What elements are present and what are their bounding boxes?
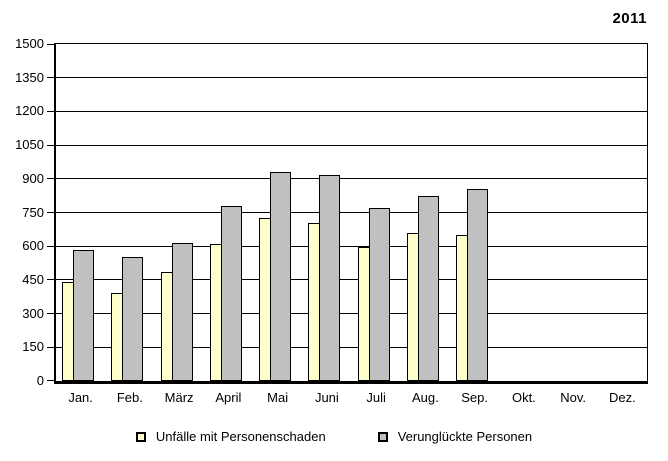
y-axis-label-750: 750 [22, 204, 44, 220]
x-axis-label-Nov: Nov. [560, 390, 586, 405]
gridline-150 [56, 346, 647, 348]
bar-April-verungglueckte [220, 206, 242, 381]
bar-Sep-verungglueckte [467, 189, 488, 381]
y-axis-label-1200: 1200 [15, 103, 44, 119]
y-axis-tick-1350 [47, 77, 55, 79]
chart-year-title: 2011 [612, 10, 647, 27]
y-axis-tick-900 [47, 178, 55, 180]
gridline-1350 [56, 77, 647, 79]
x-axis-label-Aug: Aug. [412, 390, 439, 405]
y-axis-label-1500: 1500 [15, 36, 44, 51]
plot-area [47, 43, 648, 384]
legend-label-series2: Verunglückte Personen [397, 429, 533, 444]
y-axis-tick-450 [47, 279, 55, 281]
x-axis-label-Juni: Juni [314, 390, 339, 405]
y-axis-tick-150 [47, 346, 55, 348]
y-axis-tick-1500 [47, 44, 55, 45]
legend-item-series1: Unfälle mit Personenschaden [135, 429, 326, 444]
y-axis-label-450: 450 [22, 271, 44, 287]
y-axis-tick-600 [47, 245, 55, 247]
legend-label-series1: Unfälle mit Personenschaden [155, 429, 326, 444]
gridline-600 [56, 245, 647, 247]
x-axis-label-Okt: Okt. [511, 390, 536, 405]
y-axis-label-900: 900 [22, 170, 44, 186]
x-axis-label-April: April [215, 390, 242, 405]
x-axis-label-Dez: Dez. [609, 390, 636, 405]
bar-Feb-verungglueckte [122, 257, 144, 381]
x-axis-label-Jan: Jan. [68, 390, 93, 405]
gridline-450 [56, 279, 647, 281]
y-axis-tick-0 [47, 380, 55, 381]
series1-marker-icon [135, 431, 146, 442]
x-axis-label-Sep: Sep. [461, 390, 488, 405]
y-axis-label-0: 0 [36, 373, 44, 388]
y-axis-label-600: 600 [22, 238, 44, 254]
gridline-750 [56, 212, 647, 213]
y-axis-label-300: 300 [22, 305, 44, 321]
y-axis-label-150: 150 [22, 339, 44, 355]
bar-März-verungglueckte [171, 243, 193, 381]
bar-Aug-verungglueckte [417, 196, 439, 381]
legend-item-series2: Verunglückte Personen [377, 429, 533, 444]
gridline-1200 [56, 110, 647, 112]
x-axis-label-Feb: Feb. [116, 390, 143, 405]
y-axis-tick-1200 [47, 110, 55, 112]
chart-legend: Unfälle mit Personenschaden Verunglückte… [0, 429, 668, 444]
x-axis-label-Mai: Mai [267, 390, 289, 405]
y-axis-label-1050: 1050 [15, 137, 44, 153]
series2-marker-icon [377, 431, 388, 442]
bar-Mai-verungglueckte [270, 172, 291, 381]
bar-Jan-verungglueckte [73, 250, 94, 381]
gridline-1050 [56, 144, 647, 146]
gridline-900 [56, 178, 647, 180]
y-axis-tick-300 [47, 313, 55, 315]
bar-Juli-verungglueckte [368, 208, 390, 381]
y-axis-label-1350: 1350 [15, 69, 44, 85]
gridline-300 [56, 313, 647, 315]
x-axis-label-März: März [164, 390, 194, 405]
bar-Juni-verungglueckte [319, 175, 341, 381]
y-axis-tick-1050 [47, 144, 55, 146]
y-axis-tick-750 [47, 212, 55, 213]
x-axis-label-Juli: Juli [366, 390, 386, 405]
